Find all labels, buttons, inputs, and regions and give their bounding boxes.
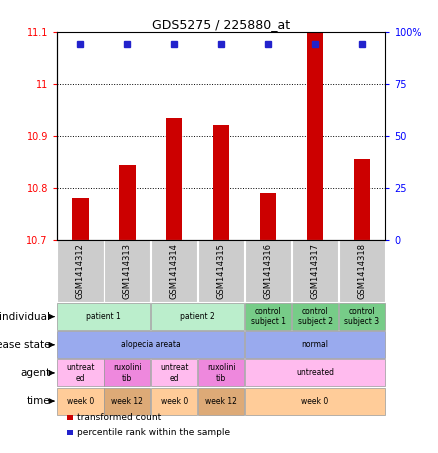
- Text: time: time: [27, 396, 50, 406]
- Bar: [339, 240, 385, 302]
- Text: week 12: week 12: [205, 396, 237, 405]
- Text: transformed count: transformed count: [78, 413, 162, 422]
- Text: week 0: week 0: [301, 396, 328, 405]
- Text: untreated: untreated: [296, 368, 334, 377]
- Bar: [67, 414, 73, 420]
- Bar: [198, 240, 244, 302]
- Bar: [245, 331, 385, 358]
- Bar: [151, 240, 198, 302]
- Text: untreat
ed: untreat ed: [160, 363, 188, 383]
- Bar: [198, 360, 244, 386]
- Bar: [339, 303, 385, 330]
- Bar: [245, 240, 291, 302]
- Text: GSM1414314: GSM1414314: [170, 243, 179, 299]
- Bar: [104, 240, 151, 302]
- Text: individual: individual: [0, 312, 50, 322]
- Text: patient 2: patient 2: [180, 312, 215, 321]
- Title: GDS5275 / 225880_at: GDS5275 / 225880_at: [152, 18, 290, 30]
- Bar: [245, 360, 385, 386]
- Text: percentile rank within the sample: percentile rank within the sample: [78, 429, 230, 437]
- Text: agent: agent: [20, 368, 50, 378]
- Text: normal: normal: [301, 340, 328, 349]
- Text: ruxolini
tib: ruxolini tib: [207, 363, 236, 383]
- Bar: [72, 198, 88, 240]
- Bar: [166, 118, 183, 240]
- Bar: [151, 303, 244, 330]
- Bar: [104, 360, 151, 386]
- Text: GSM1414318: GSM1414318: [357, 243, 367, 299]
- Bar: [213, 125, 230, 240]
- Bar: [151, 388, 198, 414]
- Text: alopecia areata: alopecia areata: [121, 340, 180, 349]
- Text: week 12: week 12: [111, 396, 143, 405]
- Text: ruxolini
tib: ruxolini tib: [113, 363, 141, 383]
- Text: GSM1414317: GSM1414317: [311, 243, 320, 299]
- Bar: [245, 303, 291, 330]
- Text: control
subject 3: control subject 3: [344, 307, 380, 326]
- Text: GSM1414313: GSM1414313: [123, 243, 132, 299]
- Bar: [57, 331, 244, 358]
- Bar: [292, 303, 338, 330]
- Text: GSM1414312: GSM1414312: [76, 243, 85, 299]
- Bar: [292, 240, 338, 302]
- Text: control
subject 2: control subject 2: [297, 307, 332, 326]
- Bar: [260, 193, 276, 240]
- Text: GSM1414316: GSM1414316: [264, 243, 272, 299]
- Bar: [57, 303, 151, 330]
- Text: week 0: week 0: [67, 396, 94, 405]
- Bar: [57, 240, 103, 302]
- Bar: [67, 430, 73, 435]
- Text: control
subject 1: control subject 1: [251, 307, 286, 326]
- Bar: [104, 388, 151, 414]
- Text: untreat
ed: untreat ed: [66, 363, 95, 383]
- Bar: [245, 388, 385, 414]
- Bar: [307, 16, 323, 240]
- Text: disease state: disease state: [0, 340, 50, 350]
- Bar: [119, 164, 135, 240]
- Text: GSM1414315: GSM1414315: [217, 243, 226, 299]
- Bar: [57, 388, 103, 414]
- Text: week 0: week 0: [161, 396, 188, 405]
- Text: patient 1: patient 1: [86, 312, 121, 321]
- Bar: [151, 360, 198, 386]
- Bar: [354, 159, 370, 240]
- Bar: [198, 388, 244, 414]
- Bar: [57, 360, 103, 386]
